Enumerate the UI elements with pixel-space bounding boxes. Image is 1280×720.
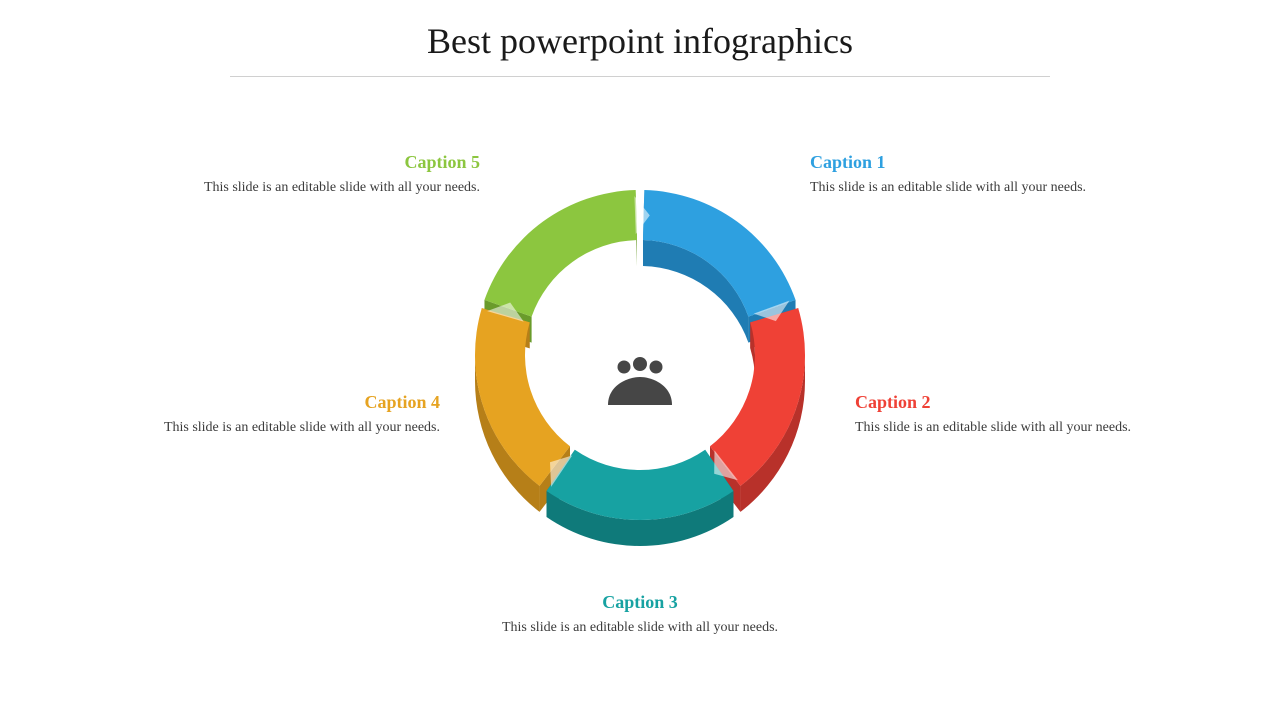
caption-3: Caption 3 This slide is an editable slid… <box>500 592 780 638</box>
caption-1-body: This slide is an editable slide with all… <box>810 179 1090 198</box>
caption-2-heading: Caption 2 <box>855 392 1135 413</box>
caption-2-body: This slide is an editable slide with all… <box>855 419 1135 438</box>
caption-4-body: This slide is an editable slide with all… <box>160 419 440 438</box>
caption-3-body: This slide is an editable slide with all… <box>500 619 780 638</box>
page-title: Best powerpoint infographics <box>0 0 1280 76</box>
caption-1: Caption 1 This slide is an editable slid… <box>810 152 1090 198</box>
caption-5: Caption 5 This slide is an editable slid… <box>200 152 480 198</box>
title-rule <box>230 76 1050 77</box>
caption-5-heading: Caption 5 <box>200 152 480 173</box>
cycle-ring <box>460 145 820 565</box>
caption-2: Caption 2 This slide is an editable slid… <box>855 392 1135 438</box>
caption-3-heading: Caption 3 <box>500 592 780 613</box>
caption-5-body: This slide is an editable slide with all… <box>200 179 480 198</box>
people-icon <box>602 355 678 412</box>
caption-4: Caption 4 This slide is an editable slid… <box>160 392 440 438</box>
caption-1-heading: Caption 1 <box>810 152 1090 173</box>
caption-4-heading: Caption 4 <box>160 392 440 413</box>
